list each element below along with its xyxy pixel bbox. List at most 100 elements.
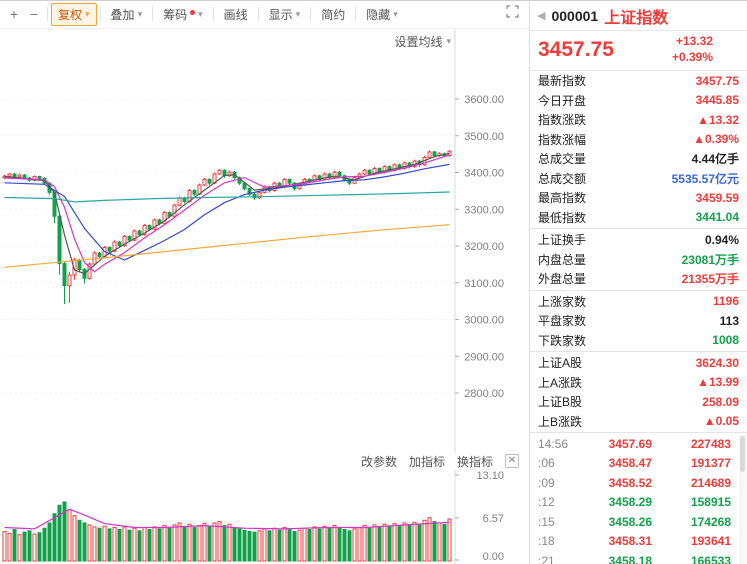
toolbar-separator	[212, 7, 214, 22]
scrollbar-thumb[interactable]	[740, 436, 745, 473]
tick-row[interactable]: 14:56 3457.69 227483	[530, 434, 747, 454]
toolbar-button-label: 叠加	[110, 7, 135, 22]
tick-time: :09	[538, 475, 555, 490]
quote-row-label: 下跌家数	[538, 333, 587, 348]
quote-row: 上证B股 258.09	[530, 392, 747, 412]
svg-text:3200.00: 3200.00	[464, 241, 504, 253]
toolbar-button-overlay[interactable]: 叠加 ▾	[104, 3, 150, 26]
prev-stock-button[interactable]: ◀	[537, 10, 546, 22]
quote-row-label: 上证换手	[538, 233, 587, 248]
svg-text:3600.00: 3600.00	[464, 94, 504, 106]
toolbar-button-adjust-rights[interactable]: 复权 ▾	[51, 2, 97, 26]
quote-row-value: 258.09	[702, 394, 739, 409]
main-chart-svg[interactable]: 3600.00 3500.00 3400.00 3300.00 3200.00 3100.…	[0, 28, 530, 453]
divider	[530, 228, 747, 230]
tick-price: 3458.52	[608, 475, 652, 490]
quote-row-label: 外盘总量	[538, 272, 587, 287]
tick-row[interactable]: :15 3458.26 174268	[530, 512, 747, 532]
quote-row-value: 3459.59	[695, 190, 739, 205]
tick-price: 3458.18	[608, 553, 652, 564]
tick-row[interactable]: :06 3458.47 191377	[530, 454, 747, 474]
tick-row[interactable]: :09 3458.52 214689	[530, 473, 747, 493]
svg-text:3300.00: 3300.00	[464, 204, 504, 216]
quote-row-value: ▲0.39%	[693, 132, 739, 147]
stock-code: 000001	[551, 7, 599, 24]
toolbar-button-simple-mode[interactable]: 简约	[314, 3, 352, 26]
quote-row-value: ▲13.32	[697, 112, 739, 127]
toolbar-button-label: 隐藏	[366, 7, 391, 22]
quote-panel: ◀ 000001 上证指数 3457.75 +13.32 +0.39% 最新指数…	[530, 1, 747, 564]
quote-row-value: 3441.04	[695, 210, 739, 225]
tick-time: :06	[538, 456, 555, 471]
quote-row-label: 指数涨跌	[538, 113, 587, 128]
tick-row[interactable]: :18 3458.31 193641	[530, 532, 747, 552]
tick-volume: 214689	[690, 475, 731, 490]
tick-price: 3457.69	[608, 436, 652, 451]
chevron-down-icon: ▾	[295, 8, 301, 19]
volume-chart-svg[interactable]: 13.10 6.57 0.00	[0, 470, 530, 564]
change-params-button[interactable]: 改参数	[360, 454, 397, 469]
tick-time: :12	[538, 495, 555, 510]
fullscreen-button[interactable]	[506, 5, 519, 23]
svg-text:3400.00: 3400.00	[464, 167, 504, 179]
quote-row: 指数涨幅 ▲0.39%	[530, 130, 747, 150]
toolbar-separator	[99, 7, 101, 22]
tick-time: :21	[538, 553, 555, 564]
quote-row-label: 平盘家数	[538, 314, 587, 329]
quote-row: 外盘总量 21355万手	[530, 269, 747, 289]
quote-row-value: 1008	[712, 333, 739, 348]
svg-text:2800.00: 2800.00	[464, 388, 504, 400]
close-indicator-button[interactable]: ✕	[505, 454, 519, 469]
quote-row-value: ▲0.05	[703, 414, 739, 429]
tick-price: 3458.47	[608, 456, 652, 471]
tick-row[interactable]: :21 3458.18 166533	[530, 551, 747, 564]
toolbar-button-label: 画线	[223, 7, 248, 22]
quote-row-label: 内盘总量	[538, 252, 587, 267]
chevron-down-icon: ▾	[446, 35, 451, 46]
price-block: 3457.75 +13.32 +0.39%	[530, 31, 747, 72]
tick-row[interactable]: :12 3458.29 158915	[530, 493, 747, 513]
quote-row: 上涨家数 1196	[530, 292, 747, 312]
toolbar-button-draw-line[interactable]: 画线	[217, 3, 255, 26]
tick-time: :15	[538, 514, 555, 529]
chevron-down-icon: ▾	[198, 8, 203, 19]
toolbar-button-hide[interactable]: 隐藏 ▾	[359, 3, 405, 26]
tick-volume: 166533	[690, 553, 731, 564]
indicator-toolbar: 改参数 加指标 换指标 ✕	[0, 452, 529, 470]
add-indicator-button[interactable]: 加指标	[408, 454, 445, 469]
toolbar-button-label: 筹码	[163, 7, 188, 22]
quote-row-value: 4.44亿手	[691, 152, 739, 167]
svg-text:2900.00: 2900.00	[464, 351, 504, 363]
quote-row: 上证A股 3624.30	[530, 353, 747, 373]
quote-row: 最低指数 3441.04	[530, 208, 747, 228]
volume-chart-area: 13.10 6.57 0.00	[0, 470, 529, 564]
quote-row: 平盘家数 113	[530, 311, 747, 331]
zoom-in-button[interactable]: +	[9, 6, 19, 23]
tick-volume: 193641	[690, 534, 731, 549]
tick-rows: 14:56 3457.69 227483:06 3458.47 191377:09 345…	[530, 434, 747, 564]
toolbar-button-chip-distribution[interactable]: 筹码 ▾	[156, 3, 210, 26]
fullscreen-icon	[506, 5, 519, 23]
switch-indicator-button[interactable]: 换指标	[456, 454, 493, 469]
chart-toolbar: + − 复权 ▾ 叠加 ▾ 筹码 ▾ 画线 显示 ▾ 简约 隐藏 ▾	[0, 1, 529, 29]
tick-price: 3458.26	[608, 514, 652, 529]
tick-time: 14:56	[538, 436, 569, 451]
divider	[530, 289, 747, 291]
last-price: 3457.75	[538, 37, 614, 61]
toolbar-separator	[152, 7, 154, 22]
quote-row: 上B涨跌 ▲0.05	[530, 412, 747, 432]
quote-row-value: 23081万手	[681, 252, 739, 267]
quote-row-label: 上A涨跌	[538, 375, 583, 390]
quote-row: 内盘总量 23081万手	[530, 250, 747, 270]
quote-row-label: 上涨家数	[538, 294, 587, 309]
toolbar-button-display[interactable]: 显示 ▾	[262, 3, 308, 26]
svg-text:6.57: 6.57	[483, 513, 504, 525]
quote-row-value: 1196	[712, 294, 739, 309]
tick-scrollbar[interactable]	[739, 434, 746, 564]
toolbar-button-label: 简约	[321, 7, 346, 22]
svg-text:3500.00: 3500.00	[464, 131, 504, 143]
ma-settings-button[interactable]: 设置均线 ▾	[394, 33, 451, 50]
toolbar-separator	[47, 7, 48, 22]
zoom-out-button[interactable]: −	[29, 6, 39, 23]
